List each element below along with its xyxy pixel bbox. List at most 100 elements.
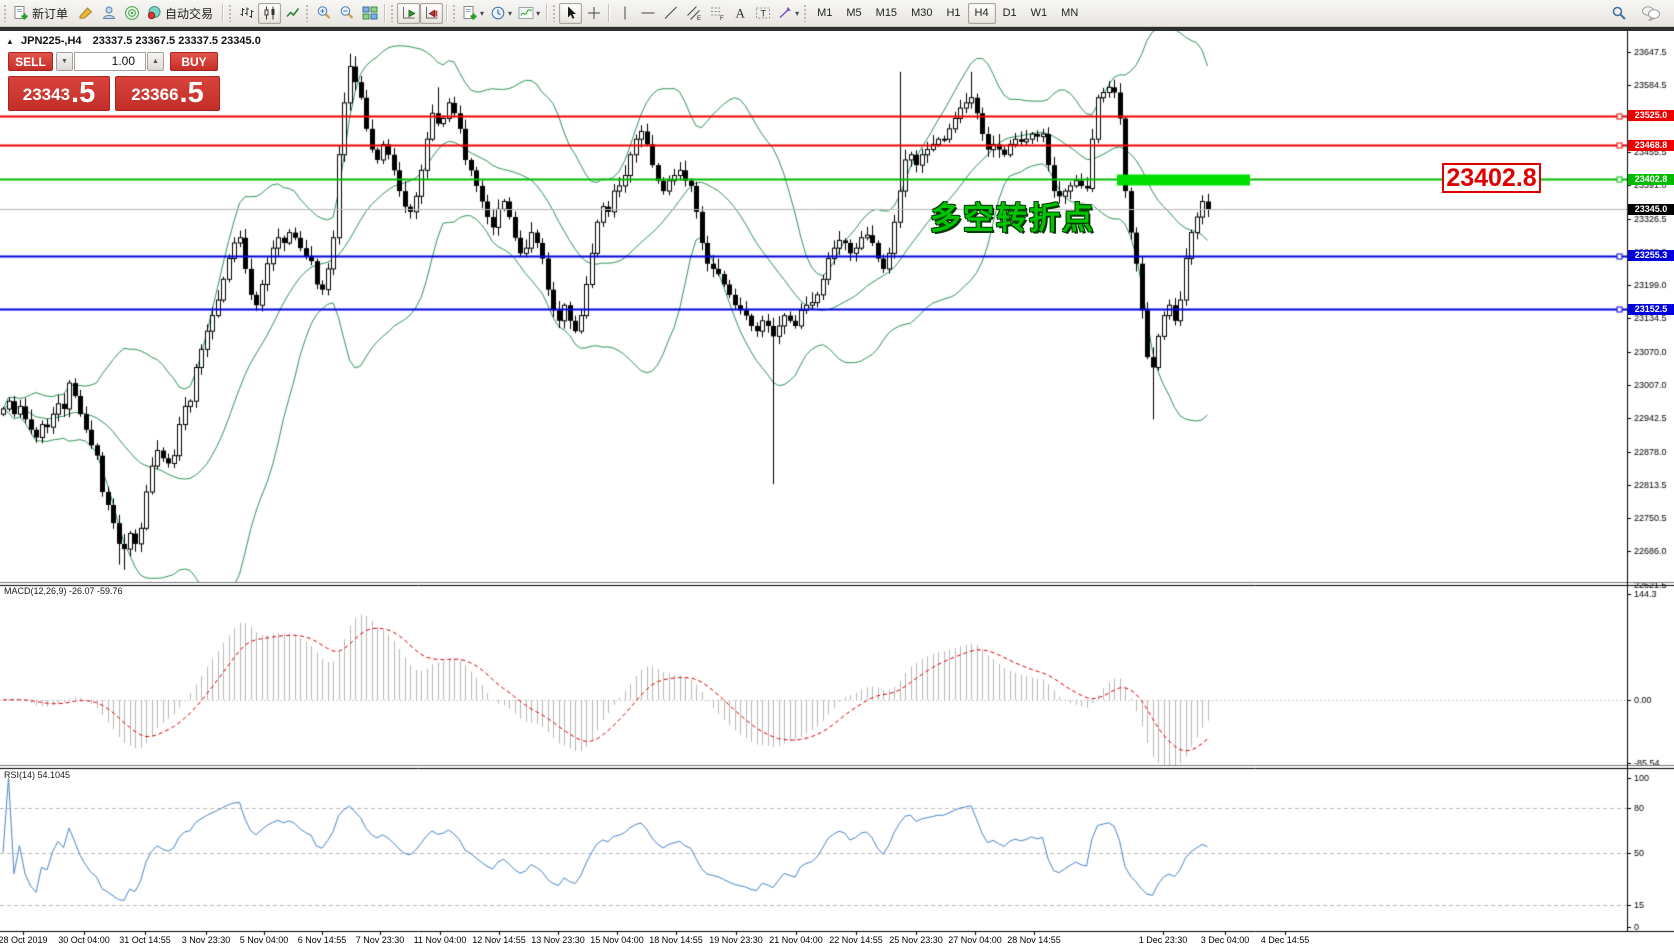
buy-price-box[interactable]: 23366 .5 <box>115 76 220 111</box>
label-tool[interactable]: T <box>751 3 774 24</box>
price-tag-support-23152.5[interactable]: 23152.5 <box>1628 303 1674 315</box>
rsi-indicator-label: RSI(14) 54.1045 <box>4 770 71 780</box>
time-axis-label: 25 Nov 23:30 <box>889 935 943 945</box>
indicators-menu[interactable]: ▾ <box>515 3 543 24</box>
new-order-button[interactable]: 新订单 <box>10 3 74 24</box>
tf-d1[interactable]: D1 <box>996 3 1024 24</box>
chevron-down-icon: ▾ <box>536 8 541 18</box>
tf-mn[interactable]: MN <box>1054 3 1085 24</box>
time-axis-label: 3 Dec 04:00 <box>1200 935 1250 945</box>
sell-price-frac: .5 <box>71 77 96 109</box>
tf-h1[interactable]: H1 <box>939 3 967 24</box>
auto-trading-button[interactable]: 自动交易 <box>143 3 219 24</box>
zoom-in-button[interactable] <box>312 3 335 24</box>
toolbar-grip[interactable] <box>803 4 808 22</box>
tf-h4-label: H4 <box>974 7 989 19</box>
vline-tool[interactable] <box>613 3 636 24</box>
search-button[interactable] <box>1607 3 1630 24</box>
pivot-price-label[interactable]: 23402.8 <box>1442 163 1541 193</box>
tf-m1-label: M1 <box>817 7 833 19</box>
profile-icon <box>101 5 117 21</box>
new-order-menu[interactable]: ▾ <box>459 3 487 24</box>
sell-price-box[interactable]: 23343 .5 <box>8 76 110 111</box>
profile-button[interactable] <box>97 3 120 24</box>
line-chart-button[interactable] <box>281 3 304 24</box>
crosshair-tool[interactable] <box>582 3 605 24</box>
tf-m15[interactable]: M15 <box>869 3 904 24</box>
price-tag-resistance-23468.8[interactable]: 23468.8 <box>1628 139 1674 151</box>
shift-icon <box>424 5 440 21</box>
tile-windows-button[interactable] <box>358 3 381 24</box>
tf-m1[interactable]: M1 <box>810 3 839 24</box>
svg-text:A: A <box>735 6 745 21</box>
volume-field[interactable]: 1.00 <box>74 52 146 71</box>
time-axis-label: 4 Dec 14:55 <box>1260 935 1310 945</box>
signals-button[interactable] <box>120 3 143 24</box>
bar-chart-button[interactable] <box>235 3 258 24</box>
crayon-icon <box>78 5 94 21</box>
toolbar-grip[interactable] <box>305 4 310 22</box>
crosshair-icon <box>586 5 602 21</box>
trendline-tool[interactable] <box>659 3 682 24</box>
new-order-icon <box>462 5 478 21</box>
time-axis-label: 22 Nov 14:55 <box>829 935 883 945</box>
toolbar-grip[interactable] <box>452 4 457 22</box>
volume-decrease-button[interactable]: ▼ <box>56 52 73 71</box>
shapes-icon <box>777 5 793 21</box>
toolbar-grip[interactable] <box>3 4 7 22</box>
candle-chart-icon <box>262 5 278 21</box>
toolbar-grip[interactable] <box>390 4 395 22</box>
shapes-menu[interactable]: ▾ <box>774 3 802 24</box>
price-tag-pivot-23402.8[interactable]: 23402.8 <box>1628 173 1674 185</box>
channel-tool[interactable]: E <box>682 3 705 24</box>
tf-w1[interactable]: W1 <box>1024 3 1055 24</box>
search-icon <box>1611 5 1627 21</box>
zoom-out-button[interactable] <box>335 3 358 24</box>
fibonacci-tool[interactable]: F <box>705 3 728 24</box>
candle-chart-button[interactable] <box>258 2 282 24</box>
cursor-icon <box>563 5 579 21</box>
chat-icon <box>1641 5 1661 21</box>
chart-text-annotation[interactable]: 多空转折点 <box>930 201 1095 236</box>
price-tag-support-23255.3[interactable]: 23255.3 <box>1628 250 1674 262</box>
tf-m30[interactable]: M30 <box>904 3 939 24</box>
buy-price-frac: .5 <box>179 77 204 109</box>
window-frame-strip <box>0 27 1674 31</box>
toolbar-separator <box>546 4 549 22</box>
period-menu[interactable]: ▾ <box>487 3 515 24</box>
trendline-icon <box>663 5 679 21</box>
current-price-tag: 23345.0 <box>1628 203 1674 215</box>
chat-button[interactable] <box>1638 3 1664 24</box>
clock-icon <box>490 5 506 21</box>
chart-shift-button[interactable] <box>420 2 444 24</box>
buy-price-main: 23366 <box>131 85 179 104</box>
symbol-name: JPN225-,H4 <box>20 35 82 47</box>
time-axis-label: 1 Dec 23:30 <box>1138 935 1188 945</box>
toolbar-grip[interactable] <box>228 4 233 22</box>
svg-text:F: F <box>720 16 724 21</box>
time-axis-label: 12 Nov 14:55 <box>472 935 526 945</box>
hline-tool[interactable] <box>636 3 659 24</box>
auto-scroll-button[interactable] <box>397 2 421 24</box>
styler-button[interactable] <box>74 3 97 24</box>
text-a-icon: A <box>732 5 748 21</box>
cursor-tool[interactable] <box>559 2 583 24</box>
toolbar-grip[interactable] <box>552 4 557 22</box>
zoom-in-icon <box>316 5 332 21</box>
tf-h4[interactable]: H4 <box>967 2 996 24</box>
collapse-panel-arrow[interactable]: ▲ <box>6 37 14 46</box>
tf-m5[interactable]: M5 <box>839 3 868 24</box>
new-order-button-label: 新订单 <box>32 6 69 21</box>
toolbar-separator <box>222 4 225 22</box>
time-axis-label: 11 Nov 04:00 <box>413 935 467 945</box>
time-axis-label: 30 Oct 04:00 <box>58 935 110 945</box>
text-tool[interactable]: A <box>728 3 751 24</box>
chevron-down-icon: ▾ <box>508 8 513 18</box>
toolbar-separator <box>608 4 611 22</box>
time-axis-label: 5 Nov 04:00 <box>239 935 289 945</box>
buy-button[interactable]: BUY <box>170 52 218 71</box>
price-tag-resistance-23525.0[interactable]: 23525.0 <box>1628 110 1674 122</box>
sell-button[interactable]: SELL <box>8 52 53 71</box>
volume-increase-button[interactable]: ▲ <box>147 52 164 71</box>
